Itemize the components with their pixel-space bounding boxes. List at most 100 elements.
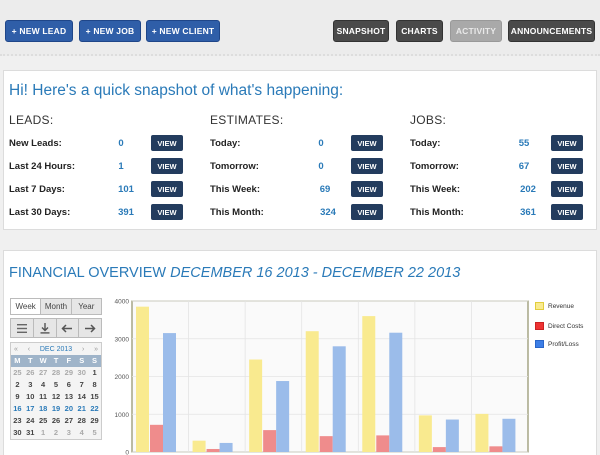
calendar-day[interactable]: 30 — [77, 368, 86, 377]
bar[interactable] — [276, 381, 290, 452]
download-icon[interactable] — [34, 319, 57, 337]
tab-week[interactable]: Week — [11, 299, 42, 314]
calendar-prev-button[interactable]: ‹ — [27, 345, 31, 353]
calendar-prev-year-button[interactable]: « — [14, 345, 18, 353]
calendar-day[interactable]: 22 — [90, 404, 99, 413]
calendar-day[interactable]: 9 — [15, 392, 20, 401]
list-icon[interactable] — [11, 319, 34, 337]
calendar-day[interactable]: 4 — [41, 380, 46, 389]
calendar-day[interactable]: 10 — [26, 392, 35, 401]
calendar-day[interactable]: 12 — [51, 392, 61, 401]
bar[interactable] — [150, 424, 163, 452]
calendar-day[interactable]: 8 — [92, 380, 97, 389]
estimates-view-button[interactable]: VIEW — [351, 204, 383, 220]
bar[interactable] — [263, 430, 277, 452]
bar[interactable] — [219, 442, 233, 452]
calendar-weekday-label: S — [75, 355, 89, 367]
arrow-right-icon[interactable] — [79, 319, 101, 337]
leads-view-button[interactable]: VIEW — [151, 135, 183, 151]
calendar-day[interactable]: 28 — [51, 368, 61, 377]
tab-month[interactable]: Month — [41, 299, 72, 314]
calendar-day[interactable]: 24 — [26, 416, 35, 425]
tab-year[interactable]: Year — [78, 302, 95, 311]
leads-view-button[interactable]: VIEW — [151, 204, 183, 220]
calendar-next-year-button[interactable]: » — [94, 345, 98, 353]
activity-button[interactable]: ACTIVITY — [450, 20, 502, 42]
bar[interactable] — [475, 413, 489, 452]
calendar-day[interactable]: 17 — [26, 404, 35, 413]
jobs-row-label: Tomorrow: — [410, 161, 459, 172]
calendar-day[interactable]: 2 — [53, 428, 59, 437]
calendar-day[interactable]: 16 — [13, 404, 22, 413]
bar[interactable] — [206, 448, 220, 452]
calendar-day[interactable]: 29 — [64, 368, 74, 377]
calendar-day[interactable]: 11 — [39, 392, 48, 401]
calendar-day[interactable]: 26 — [51, 416, 61, 425]
bar[interactable] — [249, 359, 263, 452]
calendar-day[interactable]: 3 — [66, 428, 71, 437]
calendar-day[interactable]: 23 — [13, 416, 22, 425]
calendar-day[interactable]: 31 — [26, 428, 35, 437]
calendar-day[interactable]: 29 — [90, 416, 99, 425]
calendar-day[interactable]: 25 — [38, 416, 48, 425]
y-tick-label: 2000 — [115, 374, 130, 381]
bar[interactable] — [332, 346, 346, 452]
calendar-day[interactable]: 1 — [41, 428, 46, 437]
calendar-day[interactable]: 21 — [77, 404, 86, 413]
bar[interactable] — [192, 440, 206, 452]
bar[interactable] — [489, 446, 503, 452]
bar[interactable] — [418, 415, 432, 452]
calendar-day[interactable]: 20 — [64, 404, 74, 413]
bar[interactable] — [502, 418, 516, 452]
calendar-day[interactable]: 14 — [77, 392, 86, 401]
calendar-next-button[interactable]: › — [81, 345, 85, 353]
arrow-left-icon[interactable] — [57, 319, 80, 337]
announcements-button[interactable]: ANNOUNCEMENTS — [508, 20, 595, 42]
chart-nav-buttons — [10, 318, 102, 338]
calendar-day[interactable]: 2 — [15, 380, 20, 389]
new-client-button[interactable]: + NEW CLIENT — [146, 20, 220, 42]
y-tick-label: 0 — [125, 450, 129, 455]
bar[interactable] — [389, 332, 403, 452]
leads-view-button[interactable]: VIEW — [151, 158, 183, 174]
calendar-day[interactable]: 6 — [66, 380, 71, 389]
bar[interactable] — [376, 435, 390, 452]
calendar-day[interactable]: 27 — [64, 416, 74, 425]
estimates-view-button[interactable]: VIEW — [351, 135, 383, 151]
new-job-button[interactable]: + NEW JOB — [79, 20, 141, 42]
bar[interactable] — [136, 306, 149, 452]
bar[interactable] — [163, 333, 176, 452]
calendar-day[interactable]: 30 — [13, 428, 22, 437]
calendar-day[interactable]: 1 — [92, 368, 97, 377]
calendar-day[interactable]: 26 — [26, 368, 35, 377]
calendar-day[interactable]: 18 — [38, 404, 48, 413]
calendar-day[interactable]: 5 — [92, 428, 97, 437]
bar[interactable] — [432, 447, 446, 452]
estimates-view-button[interactable]: VIEW — [351, 158, 383, 174]
calendar-day[interactable]: 28 — [77, 416, 86, 425]
estimates-view-button[interactable]: VIEW — [351, 181, 383, 197]
calendar-day[interactable]: 4 — [79, 428, 84, 437]
calendar-day[interactable]: 15 — [90, 392, 99, 401]
calendar-day[interactable]: 19 — [51, 404, 61, 413]
new-lead-button[interactable]: + NEW LEAD — [5, 20, 73, 42]
calendar-day[interactable]: 25 — [13, 368, 22, 377]
bar[interactable] — [305, 331, 319, 452]
jobs-view-button[interactable]: VIEW — [551, 158, 583, 174]
estimates-row-label: This Week: — [210, 184, 260, 195]
jobs-view-button[interactable]: VIEW — [551, 135, 583, 151]
bar[interactable] — [362, 316, 376, 452]
calendar-day[interactable]: 7 — [79, 380, 84, 389]
charts-button[interactable]: CHARTS — [396, 20, 443, 42]
leads-view-button[interactable]: VIEW — [151, 181, 183, 197]
calendar-day[interactable]: 3 — [28, 380, 33, 389]
bar[interactable] — [445, 419, 459, 452]
estimates-row-label: Tomorrow: — [210, 161, 259, 172]
calendar-day[interactable]: 27 — [38, 368, 48, 377]
snapshot-button[interactable]: SNAPSHOT — [333, 20, 389, 42]
bar[interactable] — [319, 436, 333, 452]
calendar-day[interactable]: 5 — [53, 380, 59, 389]
jobs-view-button[interactable]: VIEW — [551, 204, 583, 220]
calendar-day[interactable]: 13 — [64, 392, 74, 401]
jobs-view-button[interactable]: VIEW — [551, 181, 583, 197]
